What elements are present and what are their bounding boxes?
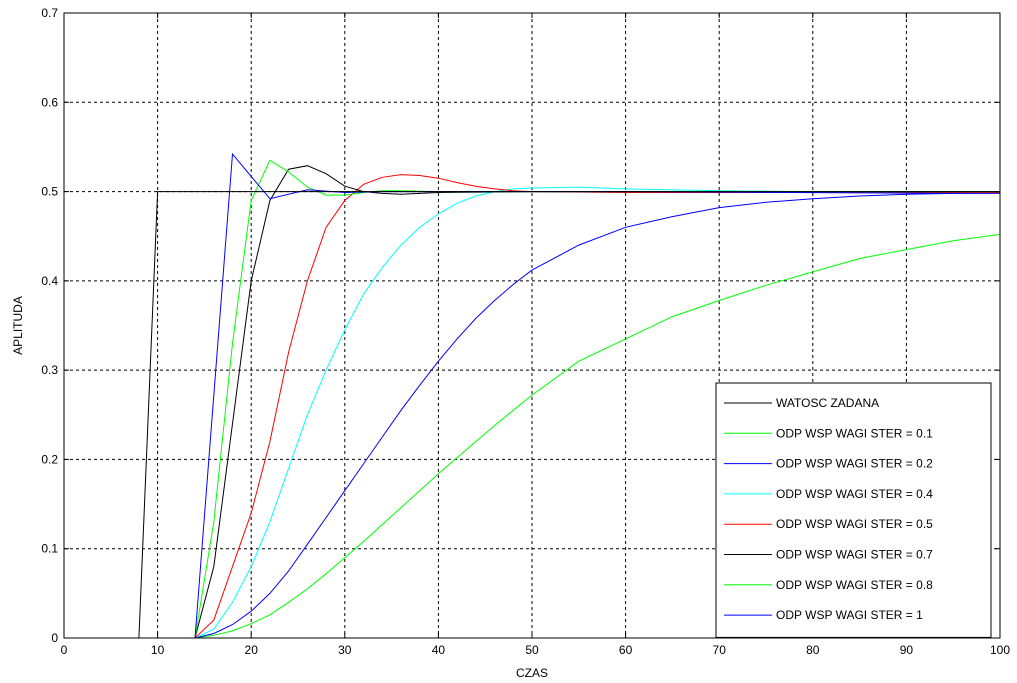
x-tick-label: 40	[432, 643, 446, 657]
y-tick-label: 0.7	[41, 6, 58, 20]
legend-label: ODP WSP WAGI STER = 0.2	[776, 457, 933, 471]
x-tick-label: 50	[525, 643, 539, 657]
legend-box	[715, 382, 992, 638]
series-line-6	[194, 165, 1000, 639]
x-tick-label: 100	[990, 643, 1010, 657]
axis-ticks: 0 10 20 30 40 50 60 70 80 90 100 0 0.1 0.2 0.3 0.4 0.5 0.…	[41, 6, 1010, 657]
legend-label: ODP WSP WAGI STER = 0.1	[776, 426, 933, 440]
series-line-5	[194, 174, 1000, 639]
legend: WATOSC ZADANA ODP WSP WAGI STER = 0.1 ODP …	[715, 382, 992, 638]
series-lines	[64, 152, 1001, 639]
y-tick-label: 0	[51, 631, 58, 645]
y-tick-label: 0.5	[41, 185, 58, 199]
y-tick-label: 0.6	[41, 95, 58, 109]
legend-label: ODP WSP WAGI STER = 0.5	[776, 517, 933, 531]
y-axis-label: APLITUDA	[11, 296, 25, 355]
legend-label: ODP WSP WAGI STER = 0.4	[776, 487, 933, 501]
series-line-4	[194, 186, 1000, 639]
y-tick-label: 0.3	[41, 363, 58, 377]
y-tick-label: 0.2	[41, 452, 58, 466]
legend-label: ODP WSP WAGI STER = 0.7	[776, 548, 933, 562]
x-tick-label: 20	[245, 643, 259, 657]
legend-label: WATOSC ZADANA	[776, 396, 879, 410]
legend-label: ODP WSP WAGI STER = 1	[776, 608, 923, 622]
x-tick-label: 80	[806, 643, 820, 657]
y-tick-label: 0.4	[41, 274, 58, 288]
x-tick-label: 70	[713, 643, 727, 657]
series-line-3	[194, 192, 1001, 639]
x-axis-label: CZAS	[516, 666, 548, 680]
series-line-2	[194, 233, 1001, 639]
legend-label: ODP WSP WAGI STER = 0.8	[776, 578, 933, 592]
x-tick-label: 0	[61, 643, 68, 657]
x-tick-label: 60	[619, 643, 633, 657]
y-tick-label: 0.1	[41, 542, 58, 556]
x-tick-label: 30	[338, 643, 352, 657]
x-tick-label: 90	[900, 643, 914, 657]
x-tick-label: 10	[151, 643, 165, 657]
